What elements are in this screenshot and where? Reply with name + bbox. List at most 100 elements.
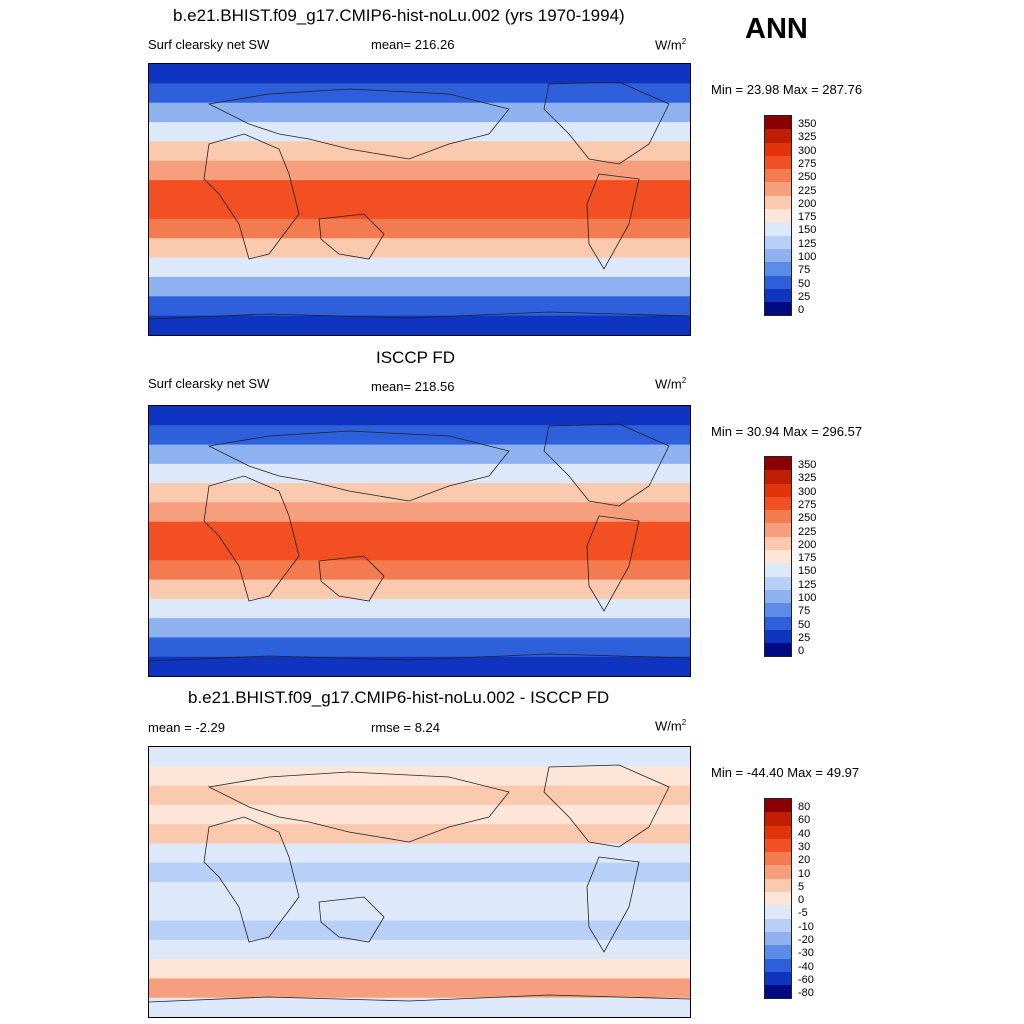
map-band — [149, 541, 690, 562]
map-band — [149, 276, 690, 298]
colorbar-swatch — [765, 262, 791, 276]
colorbar-tick-label: 350 — [798, 459, 817, 471]
colorbar-swatch — [765, 129, 791, 143]
colorbar-tick-label: -60 — [798, 973, 814, 986]
colorbar-swatch — [765, 852, 791, 866]
colorbar-tick-label: 175 — [798, 552, 817, 565]
colorbar-tick-label: 200 — [798, 538, 817, 551]
colorbar-tick-label: -40 — [798, 960, 814, 973]
map-band — [149, 579, 690, 600]
colorbar-tick-label: -30 — [798, 947, 814, 960]
coastline — [207, 430, 510, 502]
colorbar-tick-label: 80 — [798, 801, 811, 813]
panel-2-map — [148, 405, 691, 677]
map-band — [149, 218, 690, 240]
panel-1-map-svg — [149, 64, 690, 335]
colorbar-swatch — [765, 155, 791, 170]
map-band — [149, 766, 690, 787]
colorbar-swatch — [765, 510, 791, 524]
map-band — [149, 315, 690, 335]
colorbar-swatch — [765, 576, 791, 590]
colorbar-tick-label: 100 — [798, 251, 817, 263]
panel-3-title: b.e21.BHIST.f09_g17.CMIP6-hist-noLu.002 … — [188, 688, 610, 707]
colorbar-tick-label: 0 — [798, 894, 805, 907]
colorbar-tick-label: 300 — [798, 485, 817, 498]
map-band — [149, 882, 690, 903]
colorbar-tick-label: -20 — [798, 934, 814, 946]
colorbar-tick-label: 125 — [798, 237, 817, 250]
colorbar-swatch — [765, 971, 791, 986]
colorbar-tick-label: 60 — [798, 814, 811, 827]
map-band — [149, 521, 690, 542]
colorbar-swatch — [765, 523, 791, 537]
colorbar-tick-label: 50 — [798, 277, 811, 290]
colorbar-swatch — [765, 169, 791, 183]
colorbar-swatch — [765, 878, 791, 893]
colorbar-tick-label: 200 — [798, 197, 817, 210]
map-band — [149, 64, 690, 85]
map-band — [149, 747, 690, 768]
colorbar-tick-label: 125 — [798, 578, 817, 591]
panel-3-minmax: Min = -44.40 Max = 49.97 — [711, 765, 860, 780]
colorbar-tick-label: 325 — [798, 472, 817, 485]
map-band — [149, 824, 690, 845]
colorbar-swatch — [765, 222, 791, 236]
colorbar-swatch — [765, 248, 791, 263]
colorbar-swatch — [765, 799, 791, 813]
colorbar-swatch — [765, 209, 791, 223]
map-band — [149, 160, 690, 182]
map-band — [149, 901, 690, 922]
coastline — [586, 173, 640, 270]
map-band — [149, 939, 690, 961]
map-band — [149, 238, 690, 259]
colorbar-tick-label: 175 — [798, 211, 817, 224]
colorbar-swatch — [765, 116, 791, 130]
panel-1-colorbar — [764, 115, 792, 317]
panel-2-colorbar — [764, 456, 792, 658]
colorbar-tick-label: 30 — [798, 840, 811, 853]
map-band — [149, 978, 690, 999]
colorbar-swatch — [765, 275, 791, 289]
panel-1-minmax: Min = 23.98 Max = 287.76 — [711, 82, 863, 97]
colorbar-tick-label: 225 — [798, 525, 817, 538]
coastline — [203, 475, 300, 602]
map-band — [149, 862, 690, 883]
colorbar-swatch — [765, 945, 791, 959]
colorbar-tick-label: 0 — [798, 645, 805, 658]
colorbar-swatch — [765, 985, 791, 999]
season-label: ANN — [745, 13, 808, 45]
colorbar-swatch — [765, 496, 791, 511]
colorbar-tick-label: 10 — [798, 867, 811, 880]
coastline — [203, 133, 300, 260]
panel-1-title: b.e21.BHIST.f09_g17.CMIP6-hist-noLu.002 … — [173, 6, 625, 25]
coastline — [318, 555, 385, 602]
map-band — [149, 102, 690, 124]
colorbar-tick-label: 40 — [798, 827, 811, 840]
colorbar-swatch — [765, 838, 791, 853]
colorbar-tick-label: 150 — [798, 224, 817, 237]
map-band — [149, 180, 690, 201]
colorbar-swatch — [765, 865, 791, 879]
colorbar-swatch — [765, 931, 791, 946]
colorbar-tick-label: 250 — [798, 171, 817, 184]
coastline — [543, 764, 670, 848]
map-band — [149, 843, 690, 864]
map-band — [149, 444, 690, 465]
panel-3-map — [148, 746, 691, 1018]
colorbar-tick-label: 20 — [798, 854, 811, 867]
map-band — [149, 483, 690, 504]
map-band — [149, 425, 690, 446]
map-band — [149, 296, 690, 317]
map-band — [149, 959, 690, 980]
colorbar-tick-label: -10 — [798, 920, 814, 933]
colorbar-tick-label: 5 — [798, 880, 805, 893]
colorbar-tick-label: 75 — [798, 605, 811, 618]
coastline — [203, 816, 300, 943]
panel-3-colorbar — [764, 798, 792, 1000]
coastline — [318, 896, 385, 943]
panel-1-units: W/m2 — [655, 37, 687, 53]
colorbar-tick-label: -5 — [798, 907, 808, 920]
map-band — [149, 920, 690, 941]
colorbar-tick-label: 0 — [798, 304, 805, 317]
colorbar-tick-label: 300 — [798, 144, 817, 157]
